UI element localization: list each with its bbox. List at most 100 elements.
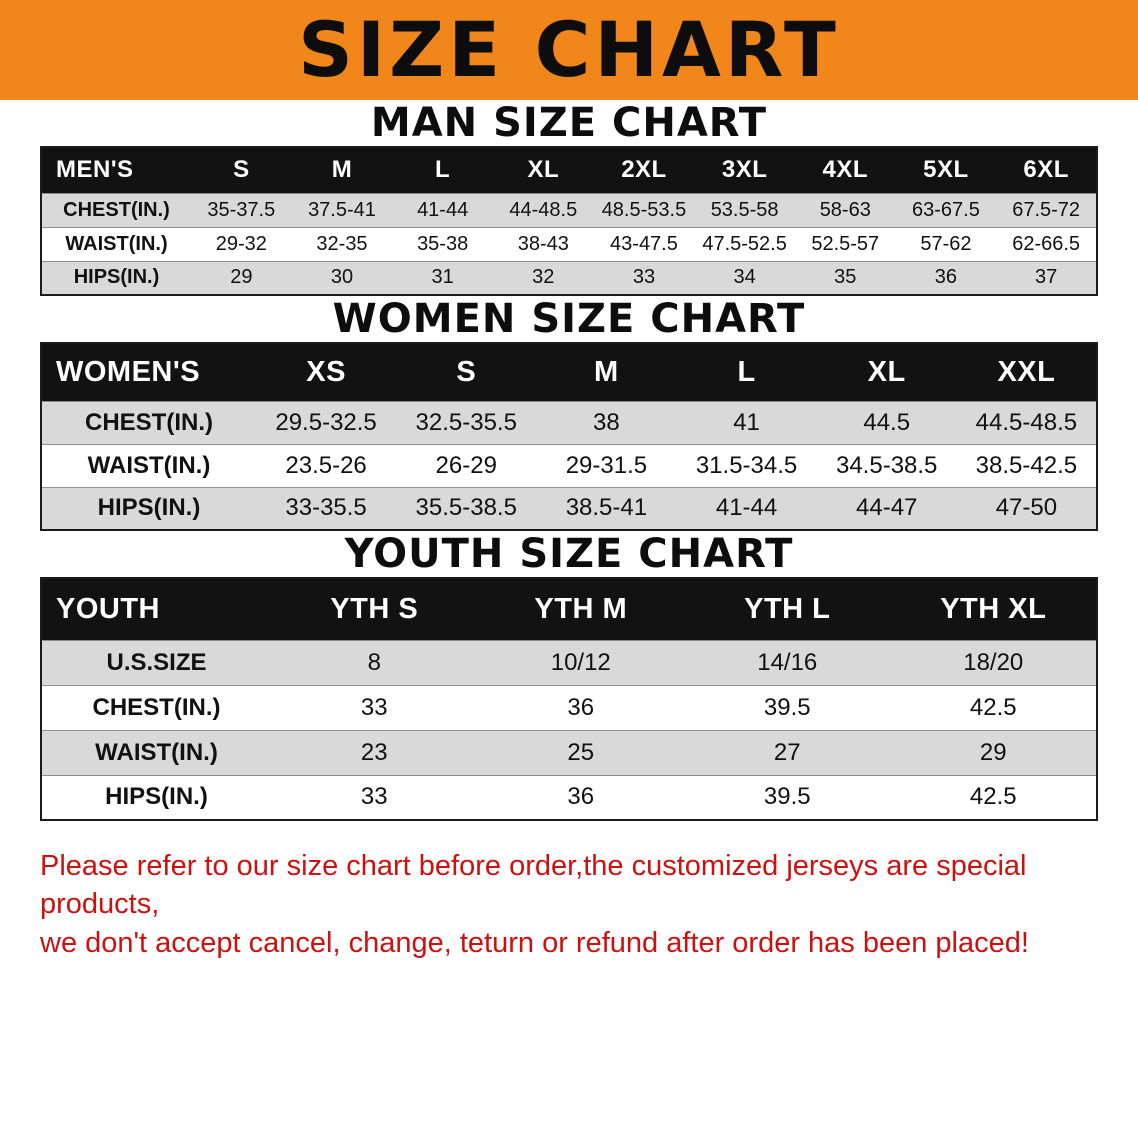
size-value: 42.5	[890, 774, 1097, 820]
women-size-table: WOMEN'S XS S M L XL XXL CHEST(IN.) 29.5-32.5 32.5…	[40, 342, 1098, 531]
size-column-header: 2XL	[593, 147, 695, 193]
size-value: 26-29	[396, 443, 537, 487]
size-value: 35	[794, 260, 896, 295]
size-value: 36	[895, 260, 997, 295]
size-value: 25	[477, 729, 684, 775]
size-column-header: XL	[816, 343, 957, 401]
youth-size-table: YOUTH YTH S YTH M YTH L YTH XL U.S.SIZE 8 10/12…	[40, 577, 1098, 821]
size-value: 8	[271, 639, 478, 685]
size-value: 57-62	[895, 226, 997, 261]
row-label: CHEST(IN.)	[41, 684, 271, 730]
size-value: 36	[477, 684, 684, 730]
table-corner-label: YOUTH	[41, 578, 271, 640]
size-value: 44-47	[816, 486, 957, 530]
size-value: 23.5-26	[256, 443, 397, 487]
women-section-title: WOMEN SIZE CHART	[332, 296, 806, 342]
size-value: 30	[291, 260, 393, 295]
size-value: 33	[593, 260, 695, 295]
size-value: 35-38	[392, 226, 493, 261]
size-column-header: XS	[256, 343, 397, 401]
size-value: 32-35	[291, 226, 393, 261]
size-column-header: L	[392, 147, 493, 193]
men-size-section: MAN SIZE CHART MEN'S S M L XL 2XL 3XL 4XL 5XL 6XL…	[0, 100, 1138, 296]
size-value: 32	[492, 260, 594, 295]
size-value: 35-37.5	[191, 192, 292, 227]
header-row: WOMEN'S XS S M L XL XXL	[41, 343, 1097, 401]
row-label: HIPS(IN.)	[41, 260, 191, 295]
size-column-header: L	[676, 343, 817, 401]
size-value: 31.5-34.5	[676, 443, 817, 487]
men-section-title: MAN SIZE CHART	[370, 100, 768, 146]
row-label: WAIST(IN.)	[41, 226, 191, 261]
size-column-header: XXL	[956, 343, 1097, 401]
size-column-header: M	[536, 343, 677, 401]
size-chart-banner: SIZE CHART	[0, 0, 1138, 100]
size-column-header: S	[191, 147, 292, 193]
size-value: 67.5-72	[996, 192, 1097, 227]
size-value: 29	[191, 260, 292, 295]
size-value: 29	[890, 729, 1097, 775]
size-value: 34	[694, 260, 795, 295]
size-column-header: YTH M	[477, 578, 684, 640]
row-label: HIPS(IN.)	[41, 486, 256, 530]
size-value: 27	[684, 729, 891, 775]
size-value: 38	[536, 400, 677, 444]
size-column-header: XL	[492, 147, 594, 193]
size-column-header: YTH L	[684, 578, 891, 640]
size-value: 36	[477, 774, 684, 820]
size-value: 37.5-41	[291, 192, 393, 227]
size-value: 35.5-38.5	[396, 486, 537, 530]
table-corner-label: WOMEN'S	[41, 343, 256, 401]
row-label: HIPS(IN.)	[41, 774, 271, 820]
youth-size-section: YOUTH SIZE CHART YOUTH YTH S YTH M YTH L YTH…	[0, 531, 1138, 821]
size-value: 33	[271, 684, 478, 730]
size-value: 37	[996, 260, 1097, 295]
table-row: WAIST(IN.) 29-32 32-35 35-38 38-43 43-47.5 47.…	[41, 226, 1097, 261]
size-column-header: M	[291, 147, 393, 193]
order-policy-line-1: Please refer to our size chart before or…	[40, 850, 1027, 921]
size-value: 29-31.5	[536, 443, 677, 487]
table-row: CHEST(IN.) 33 36 39.5 42.5	[41, 684, 1097, 730]
size-value: 39.5	[684, 684, 891, 730]
size-value: 33	[271, 774, 478, 820]
size-column-header: YTH S	[271, 578, 478, 640]
order-policy-line-2: we don't accept cancel, change, teturn o…	[40, 926, 1029, 959]
size-value: 48.5-53.5	[593, 192, 695, 227]
size-value: 42.5	[890, 684, 1097, 730]
size-value: 39.5	[684, 774, 891, 820]
size-value: 43-47.5	[593, 226, 695, 261]
size-column-header: S	[396, 343, 537, 401]
size-value: 32.5-35.5	[396, 400, 537, 444]
banner-title: SIZE CHART	[298, 5, 840, 94]
size-column-header: 6XL	[996, 147, 1097, 193]
table-corner-label: MEN'S	[41, 147, 191, 193]
size-value: 29-32	[191, 226, 292, 261]
size-value: 41-44	[676, 486, 817, 530]
row-label: U.S.SIZE	[41, 639, 271, 685]
size-column-header: 4XL	[794, 147, 896, 193]
row-label: WAIST(IN.)	[41, 729, 271, 775]
size-value: 44-48.5	[492, 192, 594, 227]
men-size-table: MEN'S S M L XL 2XL 3XL 4XL 5XL 6XL CHEST(IN.) 35-37…	[40, 146, 1098, 296]
size-column-header: 3XL	[694, 147, 795, 193]
size-value: 18/20	[890, 639, 1097, 685]
size-value: 10/12	[477, 639, 684, 685]
size-value: 52.5-57	[794, 226, 896, 261]
size-value: 47-50	[956, 486, 1097, 530]
size-value: 63-67.5	[895, 192, 997, 227]
women-size-section: WOMEN SIZE CHART WOMEN'S XS S M L XL XXL CHEST(…	[0, 296, 1138, 531]
row-label: CHEST(IN.)	[41, 192, 191, 227]
table-row: WAIST(IN.) 23.5-26 26-29 29-31.5 31.5-34.5 34…	[41, 443, 1097, 487]
table-row: HIPS(IN.) 29 30 31 32 33 34 35 36 37	[41, 260, 1097, 295]
row-label: CHEST(IN.)	[41, 400, 256, 444]
size-value: 23	[271, 729, 478, 775]
size-value: 14/16	[684, 639, 891, 685]
size-value: 44.5	[816, 400, 957, 444]
size-value: 44.5-48.5	[956, 400, 1097, 444]
table-row: CHEST(IN.) 29.5-32.5 32.5-35.5 38 41 44.5 44.5…	[41, 400, 1097, 444]
table-row: U.S.SIZE 8 10/12 14/16 18/20	[41, 639, 1097, 685]
table-row: WAIST(IN.) 23 25 27 29	[41, 729, 1097, 775]
size-value: 38.5-41	[536, 486, 677, 530]
header-row: MEN'S S M L XL 2XL 3XL 4XL 5XL 6XL	[41, 147, 1097, 193]
table-row: HIPS(IN.) 33-35.5 35.5-38.5 38.5-41 41-44 44-…	[41, 486, 1097, 530]
